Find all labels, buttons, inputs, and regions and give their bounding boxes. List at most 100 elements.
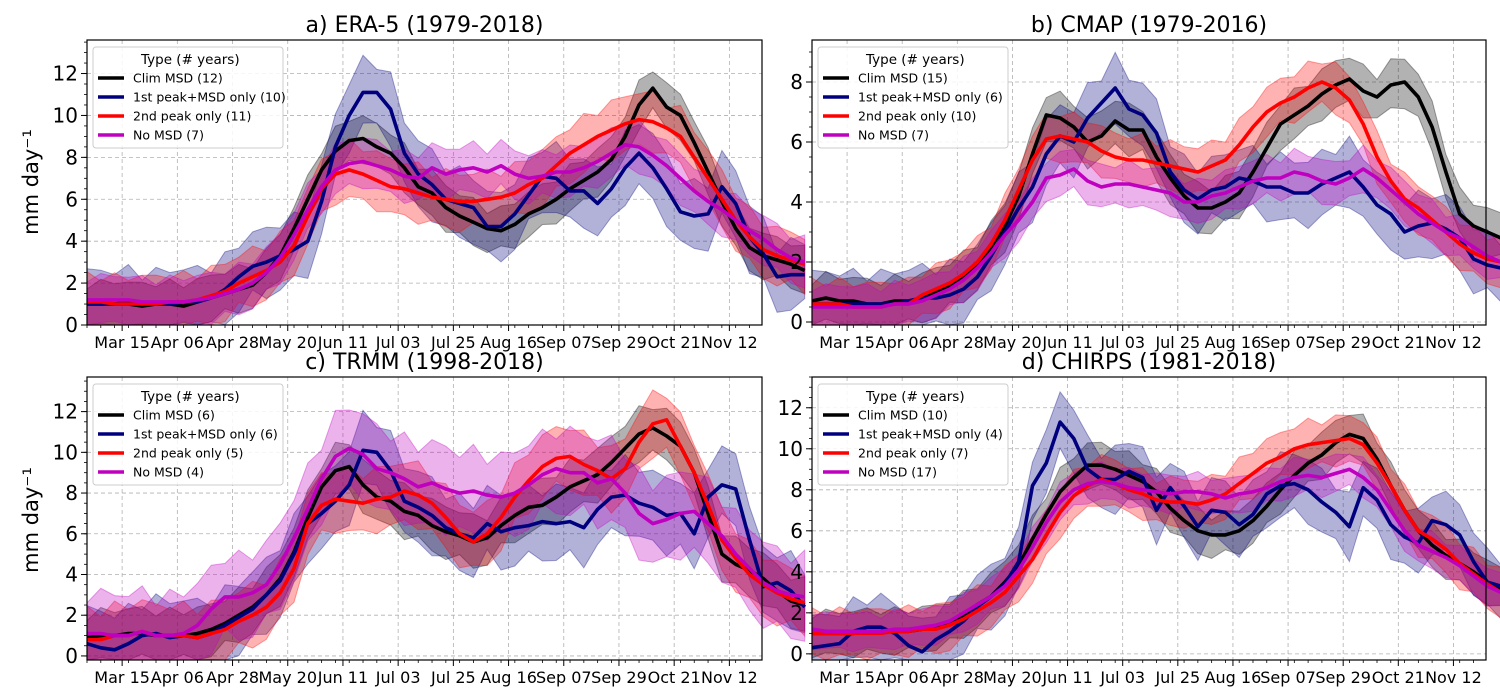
x-tick-label: Sep 29 — [591, 333, 647, 352]
series-line-2 — [87, 417, 806, 642]
x-tick-label: Jun 11 — [317, 668, 368, 687]
y-tick-label: 12 — [53, 62, 78, 86]
x-tick-label: Jul 25 — [430, 668, 476, 687]
x-tick-label: Apr 06 — [876, 668, 929, 687]
y-tick-label: 8 — [790, 478, 803, 502]
x-tick-label: Oct 21 — [1372, 333, 1425, 352]
legend-entry: 2nd peak only (5) — [133, 446, 243, 461]
x-tick-label: Sep 07 — [1260, 333, 1316, 352]
x-tick-label: Apr 28 — [931, 333, 984, 352]
series-band-1 — [811, 390, 1500, 661]
legend-entry: 1st peak+MSD only (6) — [858, 90, 1003, 105]
x-tick-label: Mar 15 — [94, 333, 150, 352]
legend-entry: No MSD (7) — [133, 128, 204, 143]
x-tick-label: Jul 25 — [1154, 333, 1200, 352]
chart-panel-2: Mar 15 Apr 06 Apr 28 May 20 Jun 11 Jul 03 Jul … — [53, 350, 807, 687]
x-tick-label: Oct 21 — [648, 668, 701, 687]
legend-entry: Clim MSD (10) — [858, 408, 948, 423]
x-tick-label: Aug 16 — [1205, 668, 1262, 687]
y-tick-label: 0 — [790, 642, 803, 666]
axes-frame — [811, 39, 1487, 326]
x-tick-label: Sep 29 — [1315, 333, 1371, 352]
series-line-0 — [811, 77, 1500, 306]
chart-panel-1: Mar 15 Apr 06 Apr 28 May 20 Jun 11 Jul 03 Jul … — [790, 13, 1500, 352]
x-tick-label: Aug 16 — [480, 668, 537, 687]
x-tick-label: Oct 21 — [648, 333, 701, 352]
series-band-1 — [86, 409, 806, 661]
y-tick-label: 4 — [65, 229, 78, 253]
x-tick-label: Apr 28 — [206, 668, 259, 687]
x-tick-label: May 20 — [983, 668, 1042, 687]
x-tick-label: May 20 — [983, 333, 1042, 352]
x-tick-label: Sep 07 — [536, 668, 592, 687]
series-line-3 — [811, 467, 1500, 634]
series-band-3 — [811, 144, 1500, 326]
series-line-2 — [812, 80, 1500, 309]
chart-panel-0: Mar 15 Apr 06 Apr 28 May 20 Jun 11 Jul 03 Jul … — [53, 13, 806, 352]
legend-box — [92, 46, 284, 149]
y-tick-label: 10 — [53, 103, 78, 127]
x-tick-label: Sep 29 — [1315, 668, 1371, 687]
x-tick-label: Sep 07 — [536, 333, 592, 352]
series-line-3 — [87, 143, 806, 304]
legend-box — [92, 383, 284, 486]
legend-entry: 1st peak+MSD only (10) — [133, 90, 286, 105]
ylabel-bottom: mm day⁻¹ — [19, 467, 43, 573]
axes-frame — [811, 376, 1487, 661]
y-tick-label: 8 — [65, 481, 78, 505]
x-tick-label: Apr 06 — [151, 668, 204, 687]
series-band-1 — [86, 54, 806, 326]
x-tick-label: Apr 06 — [876, 333, 929, 352]
y-tick-label: 0 — [790, 310, 803, 334]
y-tick-label: 2 — [790, 601, 803, 625]
y-tick-label: 6 — [65, 187, 78, 211]
x-tick-label: Jun 11 — [1041, 333, 1092, 352]
legend-entry: No MSD (7) — [858, 128, 929, 143]
x-tick-label: Mar 15 — [819, 668, 875, 687]
legend-entry: 1st peak+MSD only (6) — [133, 427, 278, 442]
y-tick-label: 4 — [790, 190, 803, 214]
y-tick-label: 10 — [778, 437, 803, 461]
legend-entry: 2nd peak only (10) — [858, 109, 976, 124]
x-tick-label: Nov 12 — [701, 668, 758, 687]
y-tick-label: 2 — [790, 250, 803, 274]
y-tick-label: 12 — [778, 396, 803, 420]
y-tick-label: 6 — [65, 522, 78, 546]
x-tick-label: Jul 03 — [375, 333, 421, 352]
y-tick-label: 8 — [790, 70, 803, 94]
x-tick-label: Aug 16 — [1205, 333, 1262, 352]
panel-title: c) TRMM (1998-2018) — [305, 350, 543, 375]
legend-box — [817, 383, 1009, 486]
x-tick-label: Sep 29 — [591, 668, 647, 687]
x-tick-label: Jul 25 — [1154, 668, 1200, 687]
chart-panel-3: Mar 15 Apr 06 Apr 28 May 20 Jun 11 Jul 03 Jul … — [778, 350, 1500, 687]
x-tick-label: Mar 15 — [819, 333, 875, 352]
y-tick-label: 2 — [65, 271, 78, 295]
panel-title: a) ERA-5 (1979-2018) — [306, 13, 544, 38]
series-line-1 — [811, 420, 1500, 654]
legend-entry: No MSD (4) — [133, 465, 204, 480]
x-tick-label: Nov 12 — [701, 333, 758, 352]
y-tick-label: 6 — [790, 130, 803, 154]
y-tick-label: 4 — [790, 560, 803, 584]
x-tick-label: May 20 — [258, 668, 317, 687]
legend-entry: 2nd peak only (11) — [133, 109, 251, 124]
ylabel-top: mm day⁻¹ — [19, 129, 43, 235]
axes-frame — [86, 376, 763, 661]
x-tick-label: May 20 — [258, 333, 317, 352]
x-tick-label: Oct 21 — [1372, 668, 1425, 687]
legend-entry: 1st peak+MSD only (4) — [858, 427, 1003, 442]
series-band-3 — [86, 409, 806, 661]
legend-title: Type (# years) — [865, 52, 965, 68]
panel-title: b) CMAP (1979-2016) — [1031, 13, 1267, 38]
legend-title: Type (# years) — [140, 389, 240, 405]
x-tick-label: Nov 12 — [1425, 668, 1482, 687]
y-tick-label: 12 — [53, 400, 78, 424]
y-tick-label: 6 — [790, 519, 803, 543]
x-tick-label: Apr 06 — [151, 333, 204, 352]
x-tick-label: Mar 15 — [94, 668, 150, 687]
y-tick-label: 10 — [53, 440, 78, 464]
x-tick-label: Jun 11 — [1041, 668, 1092, 687]
y-tick-label: 0 — [65, 313, 78, 337]
